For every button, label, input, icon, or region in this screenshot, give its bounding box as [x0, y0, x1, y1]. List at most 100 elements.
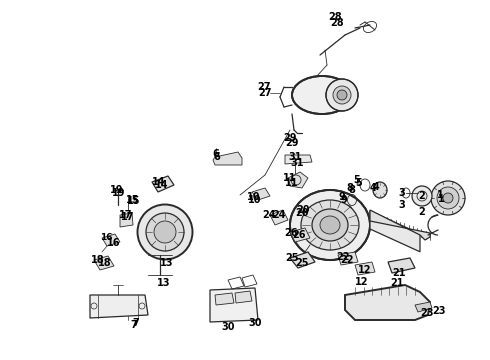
- Text: 17: 17: [121, 212, 134, 222]
- Polygon shape: [355, 262, 375, 275]
- Text: 13: 13: [157, 278, 171, 288]
- Ellipse shape: [154, 221, 176, 243]
- Ellipse shape: [326, 79, 358, 111]
- Text: 21: 21: [392, 268, 406, 278]
- Text: 19: 19: [110, 185, 123, 195]
- Polygon shape: [252, 188, 270, 200]
- Text: 24: 24: [272, 210, 286, 220]
- Text: 24: 24: [262, 210, 275, 220]
- Polygon shape: [210, 288, 258, 322]
- Text: 27: 27: [257, 82, 270, 92]
- Text: 10: 10: [247, 192, 261, 202]
- Text: 16: 16: [100, 233, 113, 242]
- Polygon shape: [345, 285, 430, 320]
- Text: 17: 17: [119, 210, 132, 220]
- Polygon shape: [290, 252, 315, 268]
- Text: 10: 10: [248, 195, 262, 205]
- Text: 25: 25: [295, 258, 309, 268]
- Polygon shape: [152, 176, 174, 192]
- Text: 26: 26: [284, 228, 297, 238]
- Text: 22: 22: [340, 255, 353, 265]
- Ellipse shape: [312, 209, 348, 241]
- Text: 14: 14: [155, 180, 169, 190]
- Polygon shape: [290, 228, 310, 242]
- Polygon shape: [370, 211, 420, 252]
- Polygon shape: [94, 256, 114, 270]
- Text: 6: 6: [213, 152, 220, 162]
- Text: 7: 7: [132, 318, 139, 328]
- Text: 3: 3: [398, 188, 405, 198]
- Text: 4: 4: [370, 183, 377, 193]
- Text: 18: 18: [98, 258, 112, 268]
- Polygon shape: [288, 172, 308, 188]
- Text: 29: 29: [283, 133, 296, 143]
- Text: 23: 23: [432, 306, 445, 316]
- Text: 30: 30: [221, 322, 235, 332]
- Text: 15: 15: [127, 196, 141, 206]
- Text: 14: 14: [152, 177, 166, 187]
- Text: 18: 18: [91, 255, 105, 265]
- Text: 1: 1: [438, 194, 445, 204]
- Ellipse shape: [290, 190, 370, 260]
- Text: 29: 29: [285, 138, 298, 148]
- Text: 12: 12: [355, 277, 368, 287]
- Ellipse shape: [373, 182, 387, 198]
- Ellipse shape: [412, 186, 432, 206]
- Text: 23: 23: [420, 308, 434, 318]
- Text: 15: 15: [126, 195, 140, 205]
- Text: 9: 9: [340, 195, 347, 205]
- Text: 7: 7: [130, 320, 137, 330]
- Text: 2: 2: [418, 207, 425, 217]
- Text: 22: 22: [336, 252, 349, 262]
- Ellipse shape: [337, 90, 347, 100]
- Polygon shape: [213, 152, 242, 165]
- Text: 8: 8: [348, 185, 355, 195]
- Ellipse shape: [437, 187, 459, 209]
- Text: 30: 30: [248, 318, 262, 328]
- Text: 20: 20: [296, 205, 310, 215]
- Text: 5: 5: [353, 175, 360, 185]
- Text: 28: 28: [328, 12, 342, 22]
- Text: 16: 16: [107, 238, 121, 248]
- Ellipse shape: [431, 181, 465, 215]
- Ellipse shape: [443, 193, 453, 203]
- Text: 11: 11: [283, 173, 296, 183]
- Ellipse shape: [146, 213, 184, 251]
- Polygon shape: [235, 291, 252, 303]
- Ellipse shape: [333, 86, 351, 104]
- Text: 26: 26: [292, 230, 305, 240]
- Text: 3: 3: [398, 200, 405, 210]
- Polygon shape: [215, 293, 234, 305]
- Polygon shape: [120, 213, 133, 227]
- Text: 2: 2: [418, 191, 425, 201]
- Text: 12: 12: [358, 265, 371, 275]
- Text: 4: 4: [373, 182, 380, 192]
- Text: 9: 9: [338, 192, 345, 202]
- Ellipse shape: [292, 76, 352, 114]
- Polygon shape: [370, 210, 430, 240]
- Text: 28: 28: [330, 18, 343, 28]
- Polygon shape: [388, 258, 415, 273]
- Text: 6: 6: [212, 149, 219, 159]
- Text: 19: 19: [112, 188, 125, 198]
- Polygon shape: [270, 210, 288, 225]
- Polygon shape: [415, 302, 432, 312]
- Text: 31: 31: [290, 158, 303, 168]
- Ellipse shape: [138, 204, 193, 260]
- Text: 31: 31: [288, 152, 301, 162]
- Polygon shape: [285, 155, 312, 164]
- Text: 5: 5: [355, 178, 362, 188]
- Ellipse shape: [320, 216, 340, 234]
- Text: 20: 20: [295, 208, 309, 218]
- Polygon shape: [90, 295, 148, 318]
- Text: 13: 13: [160, 258, 173, 268]
- Text: 21: 21: [390, 278, 403, 288]
- Ellipse shape: [301, 200, 359, 250]
- Text: 25: 25: [285, 253, 298, 263]
- Text: 11: 11: [285, 178, 298, 188]
- Text: 8: 8: [346, 183, 353, 193]
- Polygon shape: [102, 234, 120, 246]
- Polygon shape: [338, 252, 358, 265]
- Text: 27: 27: [258, 88, 271, 98]
- Text: 1: 1: [437, 190, 443, 200]
